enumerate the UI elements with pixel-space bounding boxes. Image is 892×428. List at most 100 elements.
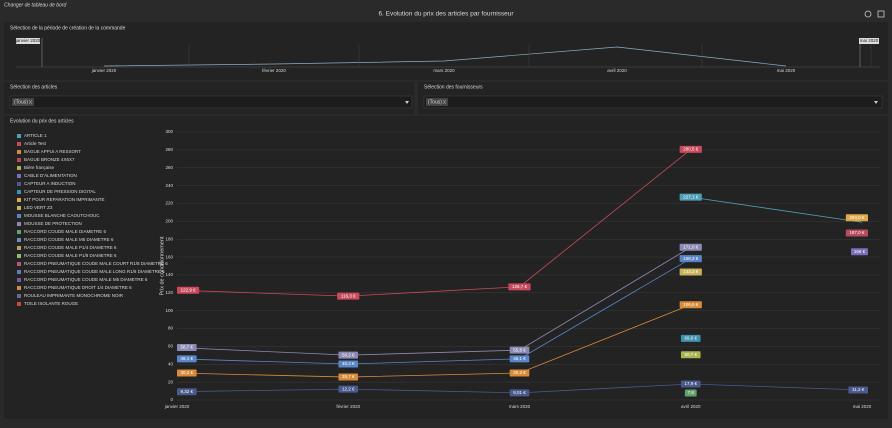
x-tick-label: mai 2020 [853,404,872,409]
legend-swatch[interactable] [17,182,21,186]
legend-swatch[interactable] [17,294,21,298]
value-label: 46,1 € [513,356,526,361]
legend-swatch[interactable] [17,174,21,178]
legend-label[interactable]: BAGUE BRONZE 4X6X7 [24,157,75,162]
value-label-box [338,385,359,393]
legend-swatch[interactable] [17,254,21,258]
legend-swatch[interactable] [17,222,21,226]
legend-swatch[interactable] [17,286,21,290]
filter-title: Sélection des articles [10,84,58,90]
tag [426,98,448,106]
y-tick-label: 0 [170,397,173,402]
dropdown[interactable] [423,95,883,109]
legend-label[interactable]: RACCORD PNEUMATIQUE COUDE MALE M5 DIAMET… [24,277,148,282]
legend-swatch[interactable] [17,150,21,154]
chart-panel [4,116,888,419]
value-label: 227,1 € [683,194,699,199]
y-tick-label: 100 [165,308,173,313]
legend-label[interactable]: BAGUE APPUI A RESSORT [24,149,81,154]
y-tick-label: 280 [165,147,173,152]
legend-swatch[interactable] [17,238,21,242]
legend-swatch[interactable] [17,214,21,218]
end-handle: mai 2020 [860,38,879,43]
legend-label[interactable]: RACCORD COUDE MALE P1/8 DIAMETRE 6 [24,253,117,258]
legend-label[interactable]: CAPTEUR DE PRESSION DIGITAL [24,189,96,194]
legend-swatch[interactable] [17,262,21,266]
tag-label: (Tous) [428,99,442,105]
export-icon[interactable] [877,10,885,18]
legend-swatch[interactable] [17,278,21,282]
dashboard-title: 6. Evolution du prix des articles par fo… [378,11,514,18]
series-line [176,149,692,297]
legend-label[interactable]: RACCORD PNEUMATIQUE COUDE MALE COURT R1/… [24,261,168,266]
handle-box [859,38,879,44]
legend-label[interactable]: RACCORD PNEUMATIQUE DROIT 1/4 DIAMETRE 6 [24,285,132,290]
legend-swatch[interactable] [17,206,21,210]
dropdown-arrow[interactable] [874,101,878,104]
value-label: 40,3 € [342,361,355,366]
value-label: 9,32 € [181,389,194,394]
tag-remove[interactable] [442,99,447,105]
legend-swatch[interactable] [17,198,21,202]
value-label-box [845,214,868,222]
value-label: 50,7 € [684,352,697,357]
timeline-month: mai 2020 [777,68,796,73]
legend-label[interactable]: RACCORD COUDE MALE M5 DIAMETRE 6 [24,237,114,242]
legend-label[interactable]: TOILE ISOLANTE ROUGE [24,301,78,306]
dropdown[interactable] [9,95,413,109]
handle-box [16,38,40,44]
legend-swatch[interactable] [17,246,21,250]
timeline-month: janvier 2020 [91,68,117,73]
value-label-box [337,292,360,300]
timeline-month: avril 2020 [607,68,627,73]
y-tick-label: 60 [168,344,174,349]
value-label-box [509,389,530,397]
legend-swatch[interactable] [17,134,21,138]
legend-label[interactable]: KIT POUR REPARATION IMPRIMANTE [24,197,105,202]
value-label: 116,3 € [341,293,356,298]
series-line [176,258,691,365]
legend-swatch[interactable] [17,190,21,194]
value-label-box [508,283,531,291]
legend-label[interactable]: RACCORD PNEUMATIQUE COUDE MALE LONG R1/8… [24,269,165,274]
value-label-box [509,355,530,363]
legend-label[interactable]: ROULEAU IMPRIMANTE MONOCHROME NOIR [24,293,124,298]
x-tick-label: mars 2020 [509,404,531,409]
dropdown-arrow[interactable] [405,101,409,104]
value-label-box [679,243,702,251]
legend-swatch[interactable] [17,302,21,306]
timeline-panel [4,22,888,80]
value-label: 11,2 € [852,387,865,392]
legend-label[interactable]: MOUSSE BLANCHE CAOUTCHOUC [24,213,100,218]
legend-label[interactable]: CAPTEUR A INDUCTION [24,181,76,186]
legend-label[interactable]: LED VERT Z3 [24,205,53,210]
value-label: 30,2 € [513,370,526,375]
legend-swatch[interactable] [17,142,21,146]
legend-label[interactable]: ARTICLE 1 [24,133,47,138]
value-label: 126,7 € [512,284,528,289]
series-line [176,246,691,356]
legend-label[interactable]: RACCORD COUDE MALE P1/4 DIAMETRE 6 [24,245,117,250]
legend-label[interactable]: Article Test [24,141,47,146]
x-tick-label: avril 2020 [681,404,701,409]
value-label: 106,6 € [683,302,699,307]
legend-label[interactable]: MOUSSE DE PROTECTION [24,221,82,226]
value-label: 166 € [854,249,866,254]
switch-dashboard[interactable]: Changer de tableau de bord [4,2,66,8]
y-tick-label: 260 [165,165,173,170]
legend-swatch[interactable] [17,270,21,274]
y-tick-label: 300 [165,129,173,134]
legend-label[interactable]: Bière française [24,165,55,170]
timeline-month: mars 2020 [433,68,455,73]
legend-label[interactable]: RACCORD COUDE MALE DIAMETRE 6 [24,229,107,234]
y-axis-title: Prix de conditionnement [159,236,165,295]
settings-icon[interactable] [864,10,872,18]
value-label: 17,9 € [684,381,697,386]
legend-swatch[interactable] [17,158,21,162]
tag-remove[interactable] [28,99,33,105]
chart-title: Evolution du prix des articles [10,118,74,124]
legend-label[interactable]: CABLE D'ALIMENTATION [24,173,77,178]
legend-swatch[interactable] [17,166,21,170]
legend-swatch[interactable] [17,230,21,234]
y-tick-label: 200 [165,219,173,224]
